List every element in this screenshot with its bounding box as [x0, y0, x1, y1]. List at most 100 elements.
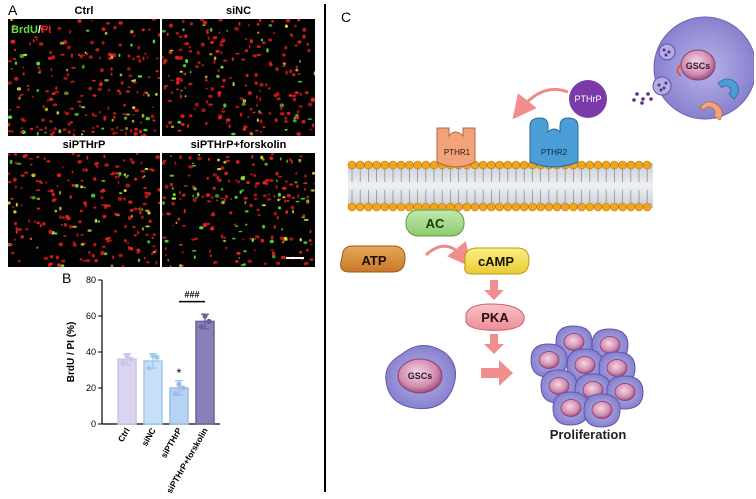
lipid-head — [511, 160, 521, 170]
panel-c-label: C — [341, 9, 352, 25]
proliferating-nucleus — [574, 356, 596, 374]
lipid-head — [396, 202, 406, 212]
atp-label: ATP — [361, 253, 386, 268]
lipid-head — [536, 202, 545, 212]
lipid-head — [478, 202, 488, 212]
lipid-head — [478, 160, 488, 170]
micrograph-title-ctrl: Ctrl — [74, 5, 94, 17]
lipid-head — [585, 160, 595, 170]
lipid-head — [519, 160, 529, 170]
micrograph-sipthrp-forskolin — [162, 153, 315, 267]
lipid-head — [577, 202, 586, 212]
pka-enzyme — [465, 303, 525, 331]
micrograph-title-sipthrp-forskolin: siPTHrP+forskolin — [190, 139, 287, 151]
lipid-head — [626, 160, 636, 170]
lipid-head — [470, 202, 480, 212]
lipid-head — [405, 160, 414, 170]
micrograph-sipthrp — [8, 153, 160, 267]
proliferating-nucleus — [563, 333, 585, 351]
lipid-head — [503, 160, 513, 170]
stain-legend: BrdU/PI — [11, 24, 51, 36]
cell-membrane — [347, 160, 653, 212]
lipid-head — [454, 202, 463, 212]
lipid-head — [610, 202, 619, 212]
data-point — [154, 354, 160, 360]
lipid-head — [626, 202, 636, 212]
lipid-head — [511, 202, 521, 212]
lipid-head — [355, 202, 365, 212]
gsc-label-top: GSCs — [686, 61, 711, 71]
panel-divider — [324, 4, 326, 492]
proliferating-nucleus — [538, 351, 560, 369]
significance-star: * — [177, 366, 182, 380]
bar-siPTHrP+forskolin — [195, 320, 215, 425]
lipid-head — [610, 160, 619, 170]
lipid-head — [601, 202, 611, 212]
lipid-head — [569, 202, 578, 212]
lipid-head — [544, 202, 554, 212]
data-point — [146, 365, 152, 371]
lipid-head — [421, 160, 431, 170]
lipid-head — [347, 202, 357, 212]
data-point — [198, 324, 204, 330]
lipid-head — [495, 160, 504, 170]
y-tick-label: 80 — [86, 275, 96, 285]
lipid-head — [577, 160, 586, 170]
camp-to-pka-arrow — [484, 280, 504, 300]
data-point — [202, 313, 208, 319]
lipid-head — [364, 160, 373, 170]
pthr2-receptor — [529, 117, 579, 168]
atp-to-camp-arrow — [424, 241, 472, 268]
ligand-arrow — [512, 87, 569, 120]
proliferating-nucleus — [560, 399, 582, 417]
pathway-scheme: GSCs PTHrP PTHR1 PTHR2 AC ATP cAMP PKA G… — [340, 16, 754, 442]
lipid-head — [552, 202, 562, 212]
lipid-head — [593, 202, 603, 212]
lipid-head — [487, 202, 496, 212]
pthr2-label: PTHR2 — [541, 148, 568, 157]
lipid-head — [388, 160, 398, 170]
proliferating-nucleus — [591, 401, 613, 419]
lipid-head — [495, 202, 504, 212]
lipid-head — [380, 202, 390, 212]
lipid-head — [618, 202, 627, 212]
gsc-secreting-cell — [632, 16, 754, 121]
x-tick-label: Ctrl — [116, 426, 132, 444]
lipid-head — [355, 160, 365, 170]
lipid-head — [601, 160, 611, 170]
bar-Ctrl — [117, 358, 137, 425]
proliferating-nucleus — [606, 359, 628, 377]
gsc-nucleus — [397, 358, 443, 394]
y-tick-label: 20 — [86, 383, 96, 393]
y-axis-label: BrdU / PI (%) — [66, 322, 77, 383]
proliferating-cell-cluster — [530, 325, 644, 428]
data-point — [128, 356, 134, 362]
data-point — [120, 360, 126, 366]
lipid-head — [585, 202, 595, 212]
proliferation-label: Proliferation — [550, 427, 627, 442]
data-point — [180, 385, 186, 391]
lipid-head — [388, 202, 398, 212]
lipid-head — [380, 160, 390, 170]
lipid-head — [634, 202, 644, 212]
lipid-head — [642, 202, 652, 212]
lipid-head — [634, 160, 644, 170]
lipid-head — [618, 160, 627, 170]
proliferating-nucleus — [599, 336, 621, 354]
lipid-head — [372, 202, 381, 212]
pthrp-ligand — [569, 80, 607, 118]
lipid-head — [413, 160, 422, 170]
stain-pi: PI — [40, 24, 52, 36]
proliferating-nucleus — [614, 383, 636, 401]
lipid-head — [372, 160, 381, 170]
camp-label: cAMP — [478, 254, 514, 269]
lipid-head — [593, 160, 603, 170]
gsc-label: GSCs — [408, 371, 433, 381]
pka-label: PKA — [481, 310, 509, 325]
lipid-head — [503, 202, 513, 212]
y-tick-label: 40 — [86, 347, 96, 357]
data-point — [124, 353, 130, 359]
proliferation-arrow — [481, 360, 513, 386]
data-point — [172, 390, 178, 396]
